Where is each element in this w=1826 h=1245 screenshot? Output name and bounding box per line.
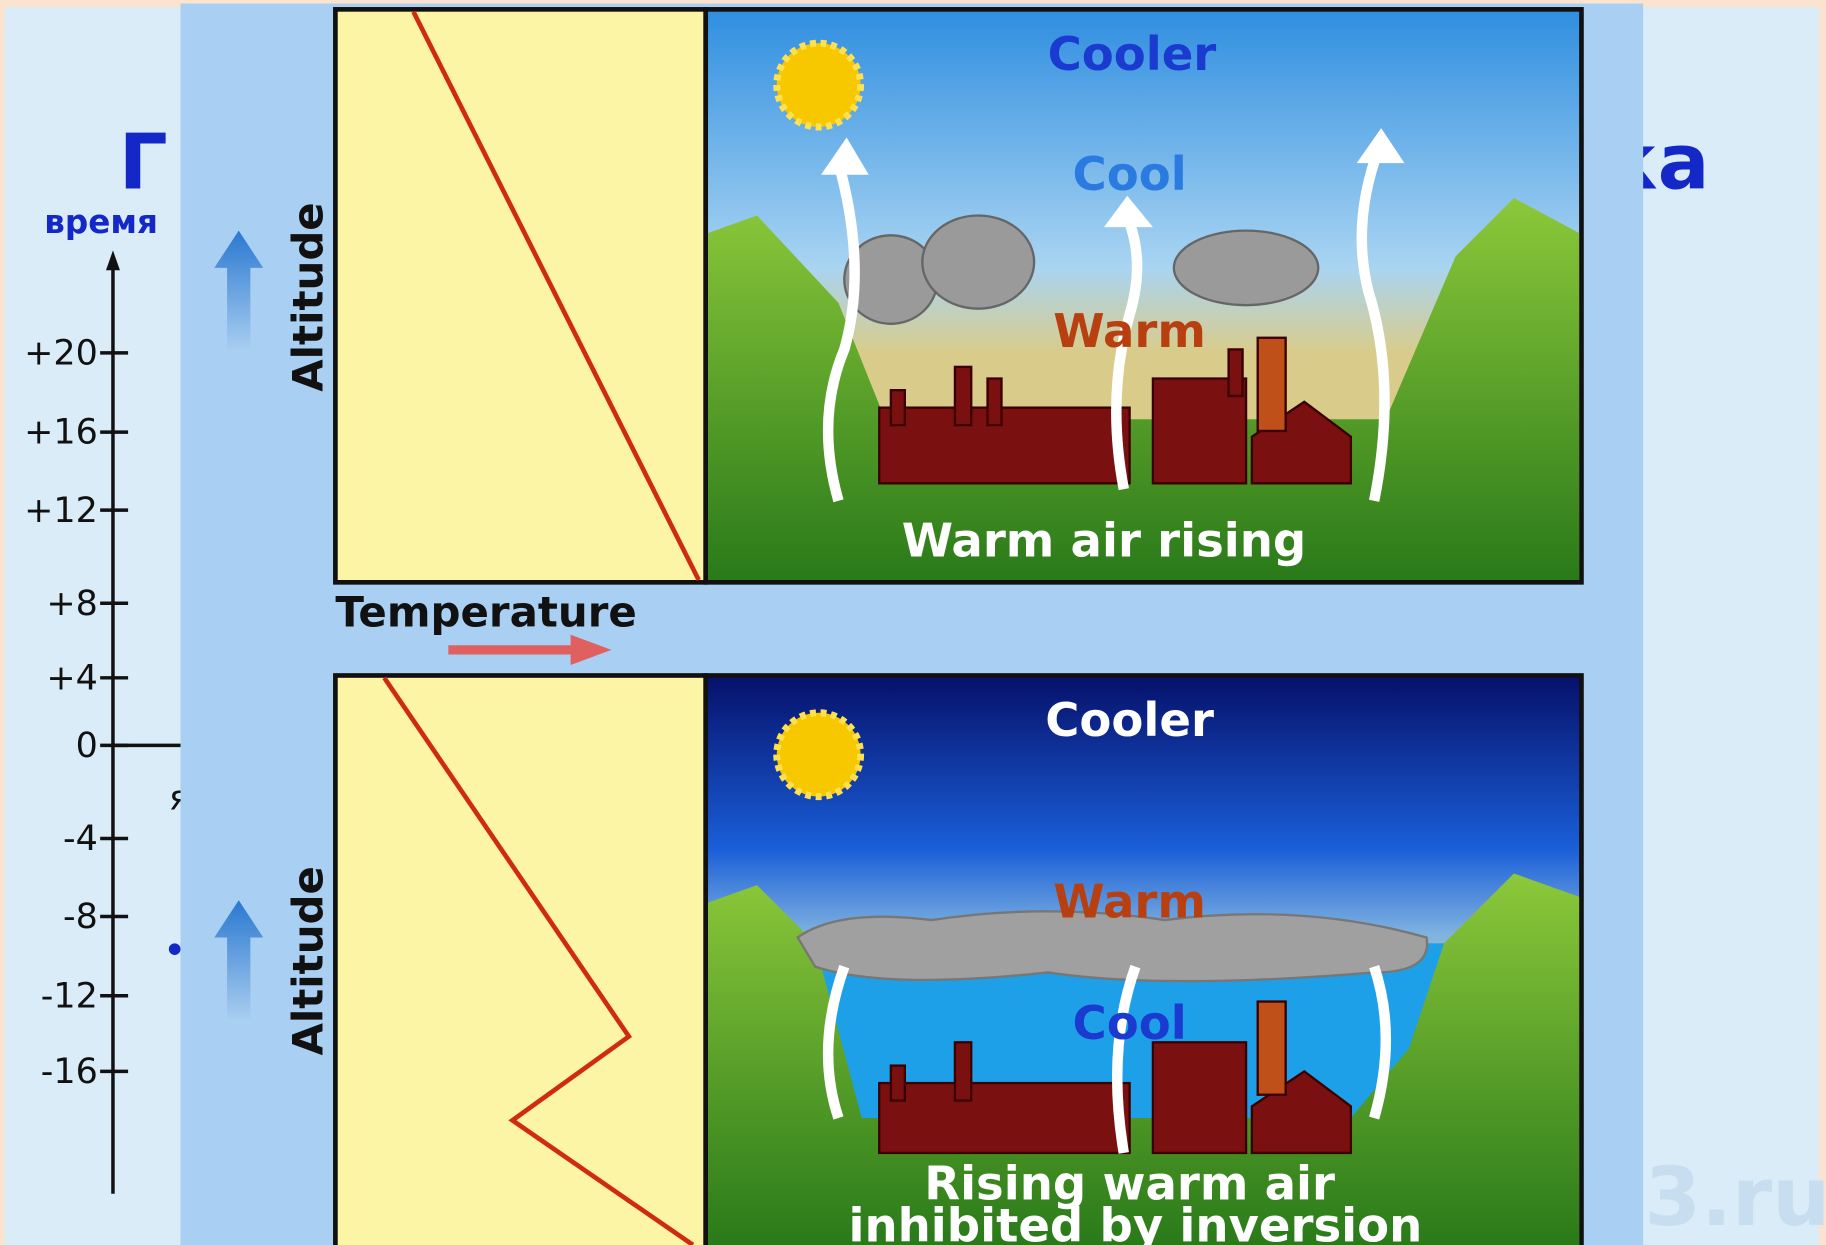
bullet: [169, 943, 181, 955]
y-axis-label: Altitude: [284, 866, 333, 1055]
x-axis-label: Temperature: [335, 588, 636, 637]
tick-label: -8: [63, 897, 98, 937]
tick-label: +20: [24, 334, 98, 374]
scene-label: Warm: [1053, 304, 1206, 358]
watermark: 3.ru: [1644, 1150, 1826, 1245]
chimney: [1258, 338, 1286, 431]
y-axis-label: Altitude: [284, 202, 333, 391]
scene-label: Warm: [1053, 875, 1206, 929]
tick-label: +12: [24, 491, 98, 531]
tick-label: +16: [24, 413, 98, 453]
chimney: [1258, 1002, 1286, 1095]
sun: [777, 43, 861, 127]
scene-label: Cooler: [1048, 27, 1217, 81]
tick-label: +8: [46, 584, 97, 624]
slide-title: Г: [119, 119, 168, 208]
axis-label: время: [44, 203, 158, 241]
scene-label: Cool: [1073, 996, 1187, 1050]
tick-label: -4: [63, 819, 98, 859]
page: Г ка время +20+16+12+8+40-4-8-12-16 я 3.…: [0, 0, 1826, 1245]
scene-label: Cool: [1073, 147, 1187, 201]
tick-label: -16: [41, 1052, 98, 1092]
graph-box: [335, 675, 705, 1245]
scene-caption: inhibited by inversion: [849, 1198, 1423, 1245]
tick-label: -12: [41, 976, 98, 1016]
tick-label: 0: [76, 726, 98, 766]
scene-label: Cooler: [1045, 693, 1214, 747]
graph-box: [335, 9, 705, 582]
screenshot: Г ка время +20+16+12+8+40-4-8-12-16 я 3.…: [0, 0, 1826, 1245]
scene-caption: Warm air rising: [902, 514, 1307, 568]
sun: [777, 713, 861, 797]
tick-label: +4: [46, 658, 97, 698]
